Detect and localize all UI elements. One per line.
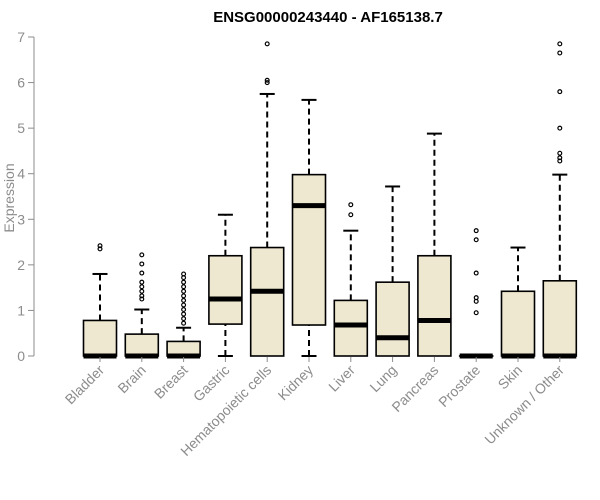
x-category-label: Kidney: [275, 362, 317, 404]
outlier-point: [139, 296, 145, 302]
box-iqr: [500, 290, 536, 357]
outlier-point: [264, 80, 270, 86]
x-category-label: Breast: [151, 362, 191, 402]
outlier-point: [139, 270, 145, 276]
outlier-point: [348, 212, 354, 218]
outlier-point: [473, 237, 479, 243]
box-iqr: [208, 254, 243, 325]
outlier-point: [139, 293, 145, 299]
x-category-label: Skin: [495, 362, 526, 393]
outlier-point: [264, 41, 270, 47]
box-group: [208, 213, 243, 357]
outlier-point: [181, 279, 187, 285]
outlier-point: [557, 125, 563, 131]
outlier-point: [181, 316, 187, 322]
outlier-point: [181, 307, 187, 313]
outlier-point: [473, 310, 479, 316]
x-category-label: Liver: [325, 362, 358, 395]
outlier-point: [557, 150, 563, 156]
x-category-label: Unknown / Other: [481, 362, 567, 448]
outlier-point: [264, 77, 270, 83]
y-tick-label: 6: [17, 75, 25, 91]
outlier-point: [473, 228, 479, 234]
box-group: [417, 132, 452, 357]
box-group: [291, 98, 327, 357]
outlier-point: [181, 302, 187, 308]
box-group: [542, 41, 578, 359]
box-group: [82, 243, 118, 359]
outlier-point: [139, 284, 145, 290]
box-iqr: [124, 333, 160, 357]
boxes: [82, 41, 578, 359]
outlier-point: [97, 243, 103, 249]
box-iqr: [249, 246, 285, 357]
box-iqr: [333, 299, 369, 357]
y-tick-label: 4: [17, 166, 25, 182]
outlier-point: [181, 284, 187, 290]
box-iqr: [375, 281, 410, 357]
box-group: [375, 185, 410, 357]
outlier-point: [181, 320, 187, 326]
outlier-point: [97, 246, 103, 252]
box-group: [249, 41, 285, 357]
outlier-point: [139, 288, 145, 294]
outlier-point: [348, 202, 354, 208]
x-category-label: Lung: [366, 362, 399, 395]
box-iqr: [291, 173, 327, 326]
outlier-point: [557, 41, 563, 47]
outlier-point: [181, 293, 187, 299]
outlier-point: [473, 270, 479, 276]
chart-title: ENSG00000243440 - AF165138.7: [213, 9, 443, 26]
outlier-point: [557, 50, 563, 56]
y-tick-label: 7: [17, 29, 25, 45]
outlier-point: [139, 261, 145, 267]
box-group: [333, 202, 369, 357]
y-tick-label: 0: [17, 348, 25, 364]
box-iqr: [417, 254, 452, 357]
box-group: [458, 228, 494, 359]
outlier-point: [557, 155, 563, 161]
y-tick-label: 1: [17, 302, 25, 318]
outlier-point: [181, 311, 187, 317]
box-group: [124, 252, 160, 359]
box-group: [166, 271, 201, 359]
x-category-label: Prostate: [435, 362, 483, 410]
outlier-point: [139, 252, 145, 258]
outlier-point: [181, 288, 187, 294]
y-tick-label: 5: [17, 120, 25, 136]
outlier-point: [181, 297, 187, 303]
x-category-label: Bladder: [62, 362, 108, 408]
x-category-label: Brain: [114, 362, 148, 396]
outlier-point: [473, 295, 479, 301]
box-iqr: [82, 319, 118, 357]
y-tick-label: 2: [17, 257, 25, 273]
box-group: [500, 246, 536, 359]
y-axis: 0 1 2 3 4 5 6 7: [17, 29, 35, 364]
outlier-point: [557, 158, 563, 164]
outlier-point: [557, 89, 563, 95]
box-iqr: [542, 280, 578, 357]
outlier-point: [181, 271, 187, 277]
y-tick-label: 3: [17, 211, 25, 227]
y-axis-label: Expression: [1, 163, 17, 232]
outlier-point: [139, 279, 145, 285]
